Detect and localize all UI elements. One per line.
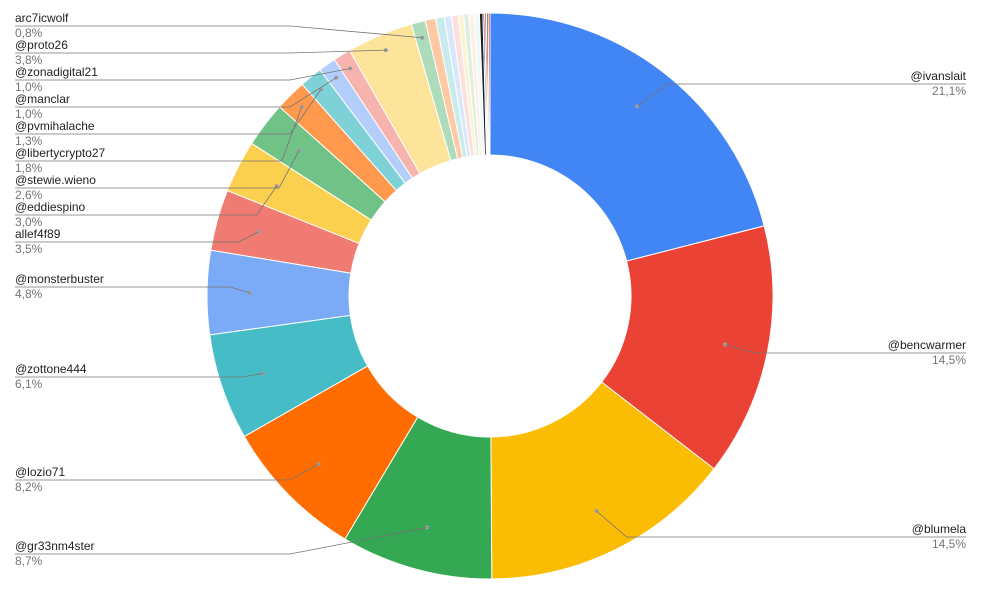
- leader-line-libertycrypto27: [15, 106, 303, 162]
- label-name-arc7icwolf: arc7icwolf: [15, 11, 69, 25]
- leader-line-gr33nm4ster: [15, 527, 427, 555]
- label-percent-proto26: 3,8%: [15, 53, 43, 67]
- label-name-libertycrypto27: @libertycrypto27: [15, 146, 106, 160]
- label-percent-monsterbuster: 4,8%: [15, 287, 43, 301]
- label-name-blumela: @blumela: [912, 522, 967, 536]
- leader-line-zonadigital21: [15, 68, 351, 81]
- label-percent-ivanslait: 21,1%: [932, 84, 966, 98]
- label-name-pvmihalache: @pvmihalache: [15, 119, 95, 133]
- label-name-zonadigital21: @zonadigital21: [15, 65, 98, 79]
- label-name-gr33nm4ster: @gr33nm4ster: [15, 539, 95, 553]
- label-name-zottone444: @zottone444: [15, 362, 87, 376]
- label-percent-stewie-wieno: 2,6%: [15, 188, 43, 202]
- label-percent-zottone444: 6,1%: [15, 377, 43, 391]
- leader-line-lozio71: [15, 463, 319, 481]
- label-percent-allef4f89: 3,5%: [15, 242, 43, 256]
- label-percent-zonadigital21: 1,0%: [15, 80, 43, 94]
- leader-line-zottone444: [15, 373, 263, 378]
- label-name-lozio71: @lozio71: [15, 465, 66, 479]
- label-percent-lozio71: 8,2%: [15, 480, 43, 494]
- leader-line-stewie-wieno: [15, 150, 300, 189]
- label-group: @ivanslait21,1%@bencwarmer14,5%@blumela1…: [15, 11, 967, 568]
- label-name-allef4f89: allef4f89: [15, 227, 61, 241]
- label-percent-bencwarmer: 14,5%: [932, 353, 966, 367]
- label-name-proto26: @proto26: [15, 38, 68, 52]
- leader-line-allef4f89: [15, 231, 260, 243]
- leader-line-manclar: [15, 77, 337, 108]
- label-name-manclar: @manclar: [15, 92, 70, 106]
- label-name-eddiespino: @eddiespino: [15, 200, 86, 214]
- slice-minor-28: [487, 12, 491, 156]
- slice-ivanslait: [489, 12, 765, 262]
- leader-line-bencwarmer: [724, 344, 966, 354]
- label-percent-gr33nm4ster: 8,7%: [15, 554, 43, 568]
- leader-line-proto26: [15, 49, 386, 54]
- label-percent-pvmihalache: 1,3%: [15, 134, 43, 148]
- label-percent-libertycrypto27: 1,8%: [15, 161, 43, 175]
- label-name-stewie-wieno: @stewie.wieno: [15, 173, 96, 187]
- label-name-monsterbuster: @monsterbuster: [15, 272, 104, 286]
- slice-group: [206, 12, 774, 580]
- label-name-ivanslait: @ivanslait: [910, 69, 966, 83]
- leader-line-blumela: [596, 510, 966, 538]
- label-percent-eddiespino: 3,0%: [15, 215, 43, 229]
- leader-line-monsterbuster: [15, 286, 251, 294]
- label-percent-arc7icwolf: 0,8%: [15, 26, 43, 40]
- label-name-bencwarmer: @bencwarmer: [888, 338, 966, 352]
- leader-line-group: [15, 25, 966, 555]
- slice-bencwarmer: [600, 225, 774, 470]
- label-percent-blumela: 14,5%: [932, 537, 966, 551]
- leader-line-pvmihalache: [15, 89, 322, 135]
- leader-line-eddiespino: [15, 185, 277, 216]
- slice-blumela: [490, 381, 715, 580]
- leader-line-ivanslait: [636, 83, 966, 107]
- leader-line-arc7icwolf: [15, 25, 423, 39]
- label-percent-manclar: 1,0%: [15, 107, 43, 121]
